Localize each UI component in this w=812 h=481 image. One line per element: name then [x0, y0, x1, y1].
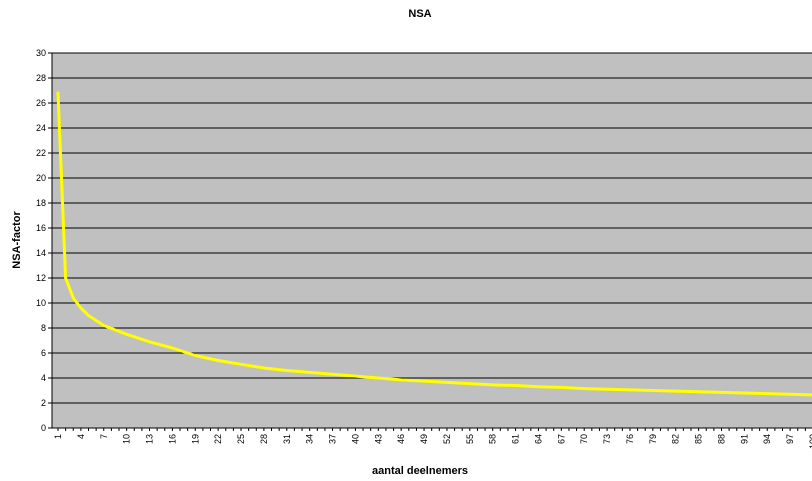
x-tick-label: 28 [259, 434, 269, 444]
x-tick-label: 97 [785, 434, 795, 444]
y-tick-label: 26 [36, 98, 46, 108]
y-tick-label: 24 [36, 123, 46, 133]
x-tick-label: 76 [625, 434, 635, 444]
y-tick-label: 18 [36, 198, 46, 208]
series-line [56, 91, 812, 397]
x-tick-label: 37 [328, 434, 338, 444]
y-tick-label: 22 [36, 148, 46, 158]
series-layer [56, 91, 812, 397]
x-tick-label: 19 [190, 434, 200, 444]
x-tick-label: 79 [648, 434, 658, 444]
x-tick-label: 64 [533, 434, 543, 444]
y-tick-label: 0 [41, 423, 46, 433]
y-tick-label: 2 [41, 398, 46, 408]
x-tick-label: 22 [213, 434, 223, 444]
x-tick-label: 70 [579, 434, 589, 444]
y-tick-label: 14 [36, 248, 46, 258]
x-tick-label: 49 [419, 434, 429, 444]
x-tick-label: 67 [556, 434, 566, 444]
x-tick-label: 85 [694, 434, 704, 444]
y-tick-label: 10 [36, 298, 46, 308]
y-axis-title: NSA-factor [11, 211, 23, 269]
gridlines [52, 52, 812, 404]
y-tick-label: 30 [36, 48, 46, 58]
plot-area [52, 53, 812, 428]
x-tick-label: 1 [53, 434, 63, 439]
x-tick-label: 4 [76, 434, 86, 439]
y-tick-label: 6 [41, 348, 46, 358]
x-tick-label: 43 [373, 434, 383, 444]
x-tick-label: 34 [305, 434, 315, 444]
x-tick-label: 25 [236, 434, 246, 444]
y-tick-label: 4 [41, 373, 46, 383]
x-tick-label: 88 [716, 434, 726, 444]
x-tick-label: 82 [671, 434, 681, 444]
x-axis-title: aantal deelnemers [372, 465, 468, 477]
y-tick-label: 16 [36, 223, 46, 233]
y-tick-label: 28 [36, 73, 46, 83]
y-tick-label: 12 [36, 273, 46, 283]
x-tick-label: 61 [511, 434, 521, 444]
x-tick-label: 31 [282, 434, 292, 444]
x-axis: 1 4 7 10 13 16 19 22 25 28 31 34 37 40 43 46 49 52 55 58 61 6… [52, 427, 812, 449]
x-tick-label: 94 [762, 434, 772, 444]
x-tick-label: 13 [145, 434, 155, 444]
x-tick-label: 73 [602, 434, 612, 444]
x-tick-label: 100 [808, 434, 812, 449]
y-tick-label: 8 [41, 323, 46, 333]
x-tick-label: 58 [488, 434, 498, 444]
y-tick-label: 20 [36, 173, 46, 183]
x-tick-label: 7 [99, 434, 109, 439]
x-tick-label: 10 [122, 434, 132, 444]
x-tick-label: 46 [396, 434, 406, 444]
chart-title: NSA [408, 8, 431, 20]
x-tick-label: 40 [350, 434, 360, 444]
x-tick-label: 55 [465, 434, 475, 444]
x-tick-label: 16 [167, 434, 177, 444]
x-tick-label: 52 [442, 434, 452, 444]
x-tick-label: 91 [739, 434, 749, 444]
